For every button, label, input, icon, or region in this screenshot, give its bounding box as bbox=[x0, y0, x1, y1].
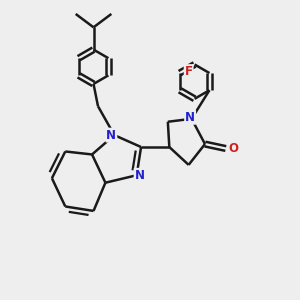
Text: F: F bbox=[184, 65, 193, 78]
Text: N: N bbox=[106, 129, 116, 142]
Text: N: N bbox=[185, 111, 195, 124]
Text: O: O bbox=[228, 142, 238, 155]
Text: N: N bbox=[135, 169, 145, 182]
